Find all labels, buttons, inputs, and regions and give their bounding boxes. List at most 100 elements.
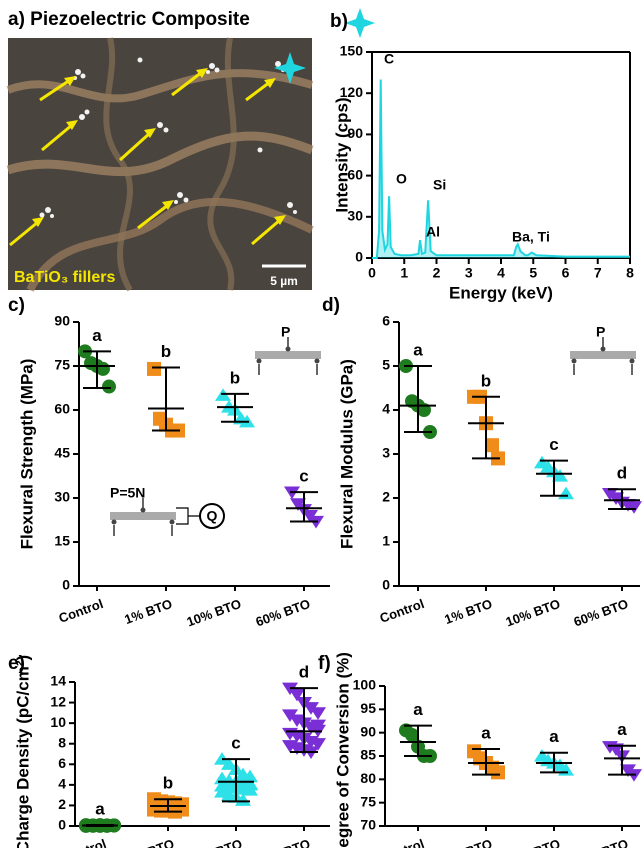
y-tick-label: 0	[62, 577, 70, 593]
significance-letter: a	[617, 720, 627, 739]
significance-letter: b	[481, 371, 491, 390]
support	[572, 359, 577, 364]
y-tick-label: 75	[360, 793, 376, 809]
y-tick-label: 2	[382, 489, 390, 505]
significance-letter: d	[299, 663, 309, 682]
y-tick-label: 45	[54, 445, 70, 461]
panel-a-title: a) Piezoelectric Composite	[8, 9, 250, 30]
x-tick-label: Control	[60, 836, 109, 848]
y-tick-label: 100	[353, 677, 377, 693]
data-point	[485, 438, 499, 452]
panel-label: d)	[322, 295, 340, 316]
x-tick-label: 60% BTO	[572, 596, 631, 630]
spectrum-area	[372, 79, 630, 258]
inset-label: P	[596, 324, 605, 340]
x-tick-label: 5	[529, 265, 537, 281]
load-point	[286, 347, 291, 352]
significance-letter: a	[481, 723, 491, 742]
y-tick-label: 0	[382, 577, 390, 593]
scale-bar-label: 5 µm	[270, 274, 298, 288]
support	[630, 359, 635, 364]
support	[257, 359, 262, 364]
data-point	[147, 362, 161, 376]
significance-letter: b	[161, 342, 171, 361]
peak-label: Si	[433, 177, 446, 193]
sem-image: 5 µm BaTiO₃ fillers	[8, 38, 312, 290]
inset-label: Q	[207, 508, 218, 524]
x-axis-label: Energy (keV)	[449, 283, 553, 302]
support	[315, 359, 320, 364]
y-tick-label: 95	[360, 700, 376, 716]
y-tick-label: 6	[58, 755, 66, 771]
x-tick-label: Control	[57, 596, 106, 626]
y-tick-label: 70	[360, 817, 376, 833]
peak-label: C	[384, 51, 394, 67]
y-axis-label: Flexural Strength (MPa)	[17, 359, 36, 550]
y-axis-label: Degree of Conversion (%)	[333, 652, 352, 848]
support	[170, 520, 175, 525]
beam	[110, 512, 176, 520]
significance-letter: a	[92, 326, 102, 345]
y-tick-label: 4	[382, 401, 390, 417]
x-tick-label: 4	[497, 265, 505, 281]
significance-letter: a	[95, 799, 105, 818]
x-tick-label: 7	[594, 265, 602, 281]
loading-inset: P=5N Q	[110, 485, 224, 536]
significance-letter: c	[299, 467, 308, 486]
x-tick-label: 1% BTO	[124, 836, 176, 848]
loading-inset: P	[570, 324, 636, 375]
loading-inset: P	[255, 324, 321, 375]
y-tick-label: 150	[340, 43, 364, 59]
y-tick-label: 80	[360, 770, 376, 786]
significance-letter: a	[413, 340, 423, 359]
y-tick-label: 12	[50, 693, 66, 709]
figure: a) Piezoelectric Composite	[0, 0, 644, 848]
significance-letter: b	[230, 368, 240, 387]
data-point	[310, 707, 326, 720]
x-tick-label: 10% BTO	[186, 836, 245, 848]
panel-b-star	[345, 8, 375, 38]
x-tick-label: 1	[400, 265, 408, 281]
image-caption: BaTiO₃ fillers	[14, 269, 115, 286]
beam	[255, 351, 321, 359]
y-tick-label: 1	[382, 533, 390, 549]
y-tick-label: 60	[54, 401, 70, 417]
y-tick-label: 5	[382, 357, 390, 373]
x-tick-label: 10% BTO	[504, 596, 563, 630]
x-tick-label: 60% BTO	[572, 836, 631, 848]
data-point	[96, 362, 110, 376]
data-point	[102, 380, 116, 394]
inset-label: P	[281, 324, 290, 340]
x-tick-label: Control	[378, 836, 427, 848]
x-tick-label: 8	[626, 265, 634, 281]
y-tick-label: 90	[54, 313, 70, 329]
y-tick-label: 90	[360, 723, 376, 739]
peak-label: Ba, Ti	[512, 229, 550, 245]
x-tick-label: Control	[378, 596, 427, 626]
wire	[176, 508, 200, 524]
significance-letter: c	[231, 734, 240, 753]
x-tick-label: 3	[465, 265, 473, 281]
y-tick-label: 75	[54, 357, 70, 373]
spectrum-line	[372, 79, 630, 258]
significance-letter: b	[163, 774, 173, 793]
x-tick-label: 60% BTO	[254, 596, 313, 630]
data-point	[558, 487, 574, 500]
x-tick-label: 0	[368, 265, 376, 281]
y-tick-label: 3	[382, 445, 390, 461]
y-tick-label: 85	[360, 747, 376, 763]
x-tick-label: 1% BTO	[122, 596, 174, 627]
y-tick-label: 10	[50, 714, 66, 730]
y-tick-label: 0	[355, 249, 363, 265]
y-tick-label: 30	[54, 489, 70, 505]
panel-label: b)	[330, 11, 348, 32]
y-tick-label: 8	[58, 734, 66, 750]
y-axis-label: Charge Density (pC/cm²)	[13, 655, 32, 848]
support	[112, 520, 117, 525]
inset-label: P=5N	[110, 485, 145, 501]
peak-label: Al	[426, 224, 440, 240]
significance-letter: a	[549, 727, 559, 746]
beam	[570, 351, 636, 359]
significance-letter: d	[617, 464, 627, 483]
y-axis-label: Intensity (cps)	[332, 97, 351, 212]
